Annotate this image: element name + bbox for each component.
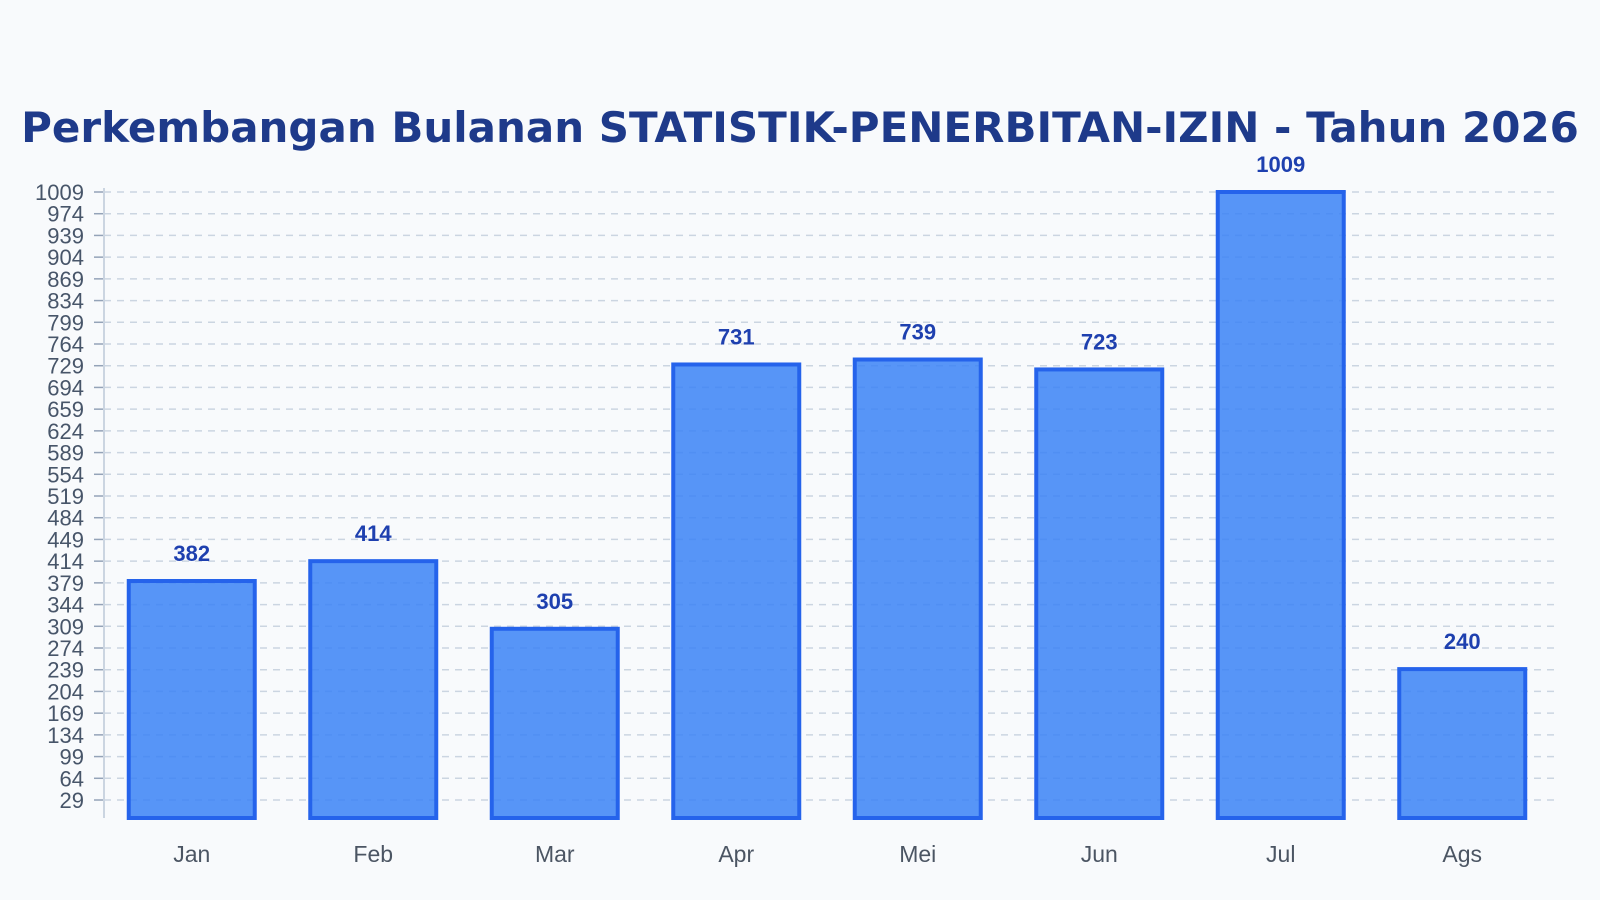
y-tick-label: 379 — [47, 571, 84, 596]
bar-feb — [308, 559, 439, 820]
y-tick-label: 204 — [47, 679, 84, 704]
x-tick-label: Mar — [535, 841, 575, 867]
bar-mar — [489, 626, 620, 821]
y-tick-label: 169 — [47, 701, 84, 726]
y-tick-label: 239 — [47, 658, 84, 683]
y-tick-label: 484 — [47, 506, 84, 531]
y-tick-label: 589 — [47, 441, 84, 466]
data-label: 414 — [355, 521, 392, 546]
y-tick-label: 939 — [47, 223, 84, 248]
y-tick-label: 1009 — [35, 180, 84, 205]
bar-jan — [126, 579, 257, 820]
y-tick-label: 344 — [47, 593, 84, 618]
y-tick-label: 29 — [60, 788, 84, 813]
y-tick-label: 449 — [47, 527, 84, 552]
x-tick-label: Jul — [1266, 841, 1295, 867]
y-tick-label: 729 — [47, 354, 84, 379]
x-tick-label: Ags — [1442, 841, 1482, 867]
x-axis-ticks: Jan Feb Mar Apr Mei Jun Jul Ags — [173, 841, 1482, 867]
data-label: 1009 — [1256, 152, 1305, 177]
bar-apr — [671, 362, 802, 820]
y-tick-label: 974 — [47, 202, 84, 227]
x-tick-label: Jan — [173, 841, 210, 867]
data-label: 731 — [718, 324, 755, 349]
y-tick-label: 869 — [47, 267, 84, 292]
data-label: 739 — [899, 320, 936, 345]
y-tick-label: 309 — [47, 614, 84, 639]
y-tick-label: 134 — [47, 723, 84, 748]
y-tick-label: 519 — [47, 484, 84, 509]
y-tick-label: 624 — [47, 419, 84, 444]
y-tick-label: 694 — [47, 375, 84, 400]
bars — [126, 190, 1528, 821]
y-tick-label: 764 — [47, 332, 84, 357]
y-tick-label: 414 — [47, 549, 84, 574]
y-tick-label: 554 — [47, 462, 84, 487]
y-tick-label: 274 — [47, 636, 84, 661]
x-tick-label: Mei — [899, 841, 936, 867]
bar-jul — [1215, 190, 1346, 820]
x-tick-label: Feb — [353, 841, 393, 867]
y-tick-label: 834 — [47, 289, 84, 314]
axes — [94, 188, 105, 818]
data-label: 723 — [1081, 329, 1118, 354]
x-tick-label: Apr — [718, 841, 754, 867]
y-tick-label: 99 — [60, 745, 84, 770]
y-axis-ticks: 2964991341692042392743093443794144494845… — [35, 180, 84, 813]
bar-ags — [1397, 667, 1528, 820]
y-tick-label: 904 — [47, 245, 84, 270]
x-tick-label: Jun — [1081, 841, 1118, 867]
y-tick-label: 64 — [60, 766, 84, 791]
bar-mei — [852, 357, 983, 820]
y-tick-label: 799 — [47, 310, 84, 335]
chart-title: Perkembangan Bulanan STATISTIK-PENERBITA… — [21, 103, 1579, 152]
data-labels: 382 414 305 731 739 723 1009 240 — [173, 152, 1480, 654]
data-label: 240 — [1444, 629, 1481, 654]
data-label: 305 — [536, 589, 573, 614]
y-tick-label: 659 — [47, 397, 84, 422]
bar-jun — [1034, 367, 1165, 820]
data-label: 382 — [173, 541, 210, 566]
